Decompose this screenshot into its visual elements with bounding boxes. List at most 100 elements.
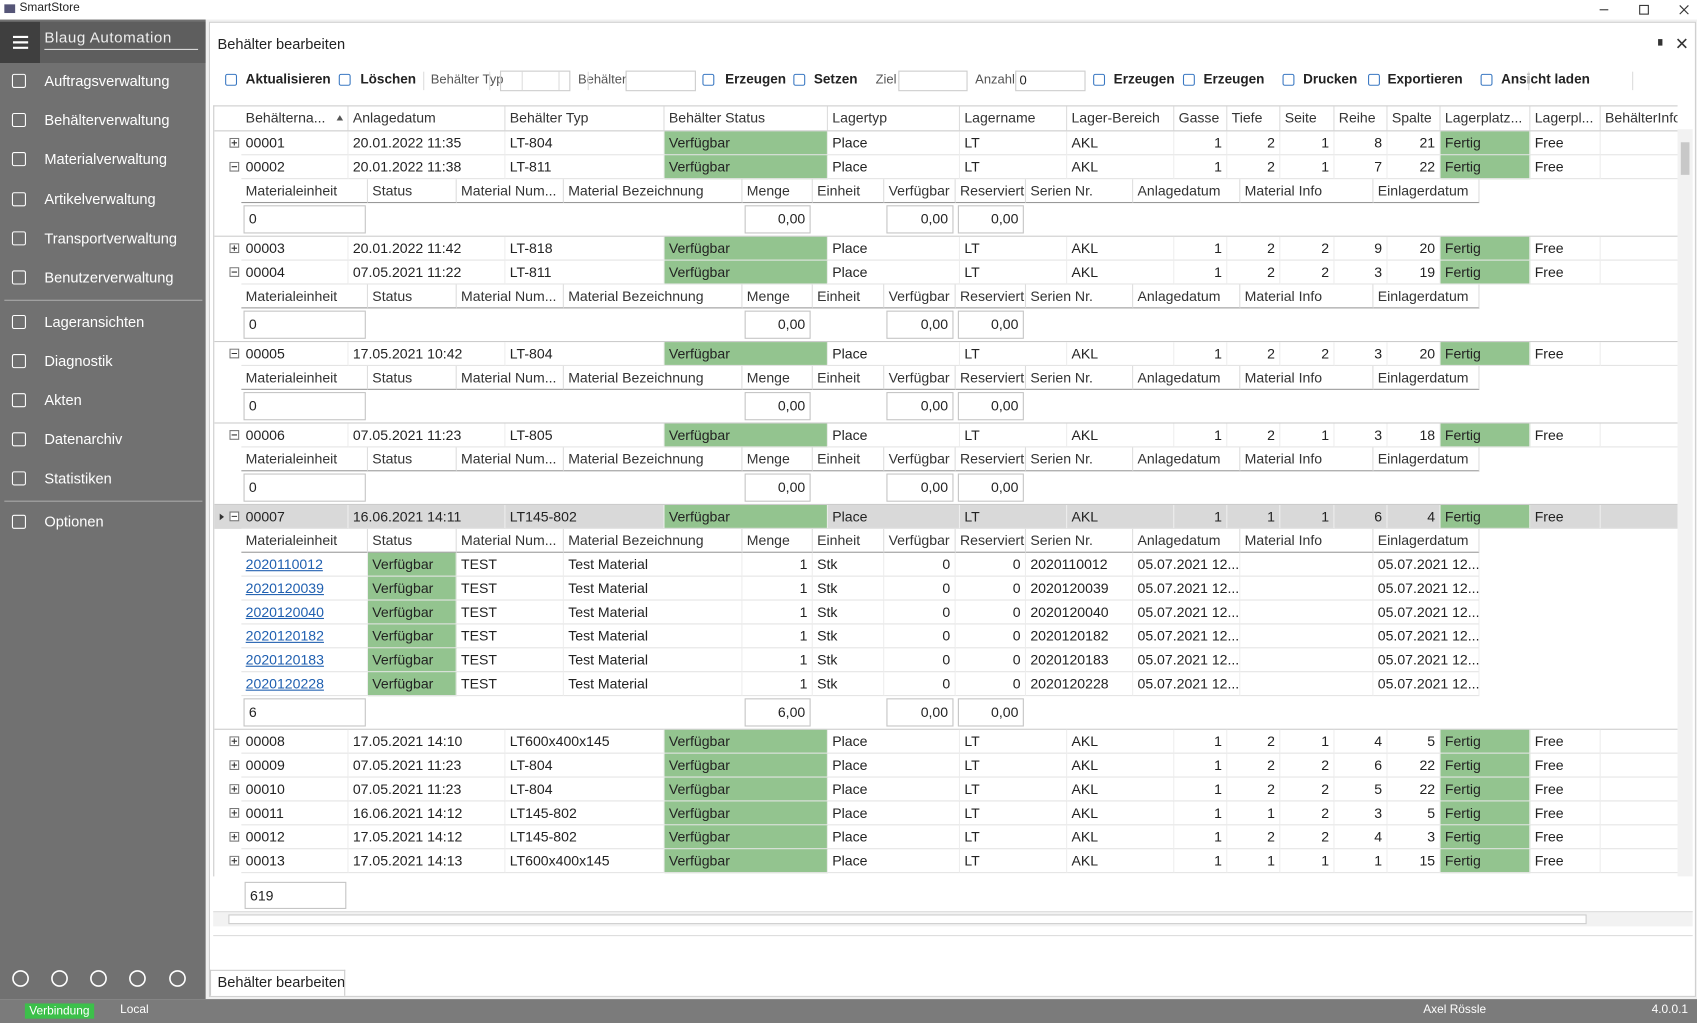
cell[interactable]: 1 (1280, 729, 1335, 754)
cell[interactable]: 2 (1227, 236, 1281, 261)
cell[interactable]: Fertig (1440, 342, 1531, 366)
cell[interactable]: LT (960, 423, 1068, 448)
column-header[interactable]: Lagername (960, 106, 1068, 131)
cell[interactable]: 1 (1174, 236, 1228, 261)
cell[interactable]: Free (1530, 504, 1601, 529)
detail-cell[interactable]: 2020110012 (241, 552, 368, 577)
cell[interactable]: 2 (1227, 260, 1281, 285)
cell[interactable]: 5 (1387, 801, 1441, 826)
cell[interactable]: 1 (1174, 825, 1228, 850)
cell[interactable]: 1 (1174, 260, 1228, 285)
cell[interactable]: Verfügbar (664, 729, 828, 754)
sub-column-header[interactable]: Reserviert (955, 447, 1027, 472)
expand-toggle[interactable] (229, 137, 242, 151)
sub-column-header[interactable]: Material Bezeichnung (563, 284, 743, 309)
sub-column-header[interactable]: Status (367, 179, 457, 204)
cell[interactable]: 00013 (241, 849, 349, 874)
nav-item[interactable]: Optionen (44, 513, 104, 530)
cell[interactable]: AKL (1067, 801, 1175, 826)
cell[interactable]: 16.06.2021 14:11 (348, 504, 506, 529)
cell[interactable]: 2 (1227, 753, 1281, 778)
scroll-thumb[interactable] (1680, 142, 1690, 175)
toolbar-button[interactable]: Erzeugen (1113, 71, 1175, 87)
sub-column-header[interactable]: Material Info (1240, 179, 1374, 204)
cell[interactable]: 18 (1387, 423, 1441, 448)
sub-column-header[interactable]: Serien Nr. (1026, 528, 1134, 553)
cell[interactable]: Verfügbar (664, 155, 828, 180)
cell[interactable]: Place (827, 236, 961, 261)
cell[interactable]: LT (960, 155, 1068, 180)
cell[interactable]: 2 (1227, 155, 1281, 180)
cell[interactable]: AKL (1067, 342, 1175, 366)
cell[interactable]: Verfügbar (664, 825, 828, 850)
cell[interactable]: Free (1530, 777, 1601, 802)
cell[interactable]: 00012 (241, 825, 349, 850)
detail-cell[interactable]: 2020120040 (241, 600, 368, 625)
cell[interactable]: 4 (1334, 825, 1388, 850)
sub-column-header[interactable]: Verfügbar (884, 284, 956, 309)
cell[interactable]: AKL (1067, 131, 1175, 156)
cell[interactable]: 1 (1174, 849, 1228, 874)
cell[interactable]: 2 (1227, 423, 1281, 448)
sub-column-header[interactable]: Materialeinheit (241, 179, 368, 204)
cell[interactable]: Verfügbar (664, 777, 828, 802)
nav-item[interactable]: Behälterverwaltung (44, 111, 170, 129)
cell[interactable]: 20.01.2022 11:35 (348, 131, 506, 156)
cell[interactable]: AKL (1067, 849, 1175, 874)
sub-column-header[interactable]: Serien Nr. (1026, 365, 1134, 390)
sub-column-header[interactable]: Menge (742, 447, 813, 472)
cell[interactable]: 00009 (241, 753, 349, 778)
cell[interactable]: 17.05.2021 10:42 (348, 342, 506, 366)
cell[interactable]: 1 (1174, 131, 1228, 156)
cell[interactable]: Fertig (1440, 801, 1531, 826)
sub-column-header[interactable]: Einheit (812, 365, 885, 390)
toolbar-button[interactable]: Setzen (813, 71, 858, 87)
cell[interactable]: Place (827, 260, 961, 285)
sub-column-header[interactable]: Anlagedatum (1133, 179, 1241, 204)
sub-column-header[interactable]: Verfügbar (884, 447, 956, 472)
cell[interactable]: LT (960, 342, 1068, 366)
cell[interactable]: LT-804 (505, 342, 665, 366)
cell[interactable]: LT145-802 (505, 504, 665, 529)
sub-column-header[interactable]: Status (367, 365, 457, 390)
cell[interactable]: Fertig (1440, 423, 1531, 448)
sub-column-header[interactable]: Einlagerdatum (1373, 528, 1480, 553)
cell[interactable]: 1 (1227, 504, 1281, 529)
cell[interactable]: AKL (1067, 504, 1175, 529)
sub-column-header[interactable]: Einheit (812, 447, 885, 472)
cell[interactable]: 1 (1280, 131, 1335, 156)
cell[interactable]: 4 (1334, 729, 1388, 754)
sub-column-header[interactable]: Einlagerdatum (1373, 284, 1480, 309)
type-combo[interactable] (500, 70, 571, 92)
cell[interactable]: 6 (1334, 504, 1388, 529)
vertical-scrollbar[interactable] (1677, 129, 1693, 877)
sub-column-header[interactable]: Verfügbar (884, 179, 956, 204)
cell[interactable]: 20 (1387, 236, 1441, 261)
cell[interactable]: Place (827, 504, 961, 529)
cell[interactable]: 00011 (241, 801, 349, 826)
expand-toggle[interactable] (229, 430, 242, 443)
sub-column-header[interactable]: Einheit (812, 179, 885, 204)
cell[interactable]: 4 (1387, 504, 1441, 529)
column-header[interactable]: Anlagedatum (349, 106, 506, 131)
nav-item[interactable]: Benutzerverwaltung (44, 269, 174, 286)
cell[interactable]: Verfügbar (664, 504, 828, 529)
cell[interactable]: 2 (1227, 342, 1281, 366)
nav-item[interactable]: Akten (44, 392, 82, 409)
cell[interactable]: Verfügbar (664, 753, 828, 778)
cell[interactable]: 2 (1280, 342, 1335, 366)
cell[interactable]: Place (827, 801, 961, 826)
cell[interactable]: LT-804 (505, 131, 665, 156)
cell[interactable]: 00001 (241, 131, 349, 156)
cell[interactable]: 1 (1174, 801, 1228, 826)
nav-item[interactable]: Statistiken (44, 470, 112, 487)
cell[interactable]: 2 (1280, 825, 1335, 850)
cell[interactable]: 00010 (241, 777, 349, 802)
cell[interactable]: 15 (1387, 849, 1441, 874)
cell[interactable]: AKL (1067, 260, 1175, 285)
detail-cell[interactable]: 2020120228 (241, 672, 368, 697)
cell[interactable]: 2 (1280, 753, 1335, 778)
cell[interactable]: 17.05.2021 14:13 (348, 849, 506, 874)
cell[interactable]: 07.05.2021 11:22 (348, 260, 506, 285)
sub-column-header[interactable]: Einlagerdatum (1373, 447, 1480, 472)
